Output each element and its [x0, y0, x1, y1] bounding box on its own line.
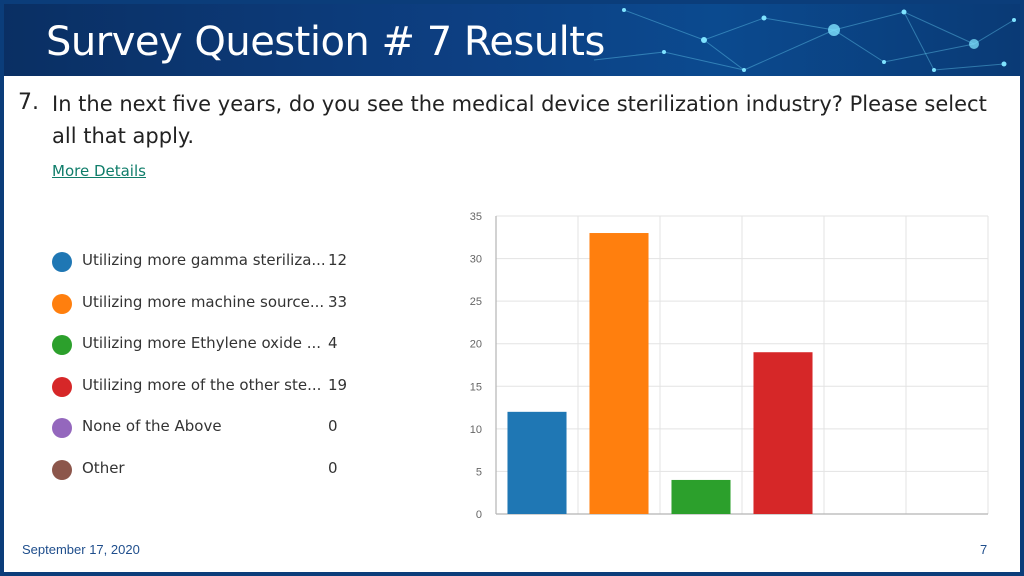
legend-swatch-icon — [52, 418, 72, 439]
legend-value: 0 — [328, 458, 338, 477]
slide-title: Survey Question # 7 Results — [46, 19, 605, 65]
legend-item: Utilizing more of the other ste... 19 — [50, 372, 360, 414]
footer-date: September 17, 2020 — [22, 542, 140, 557]
legend-swatch-icon — [52, 376, 72, 397]
bar — [671, 479, 731, 514]
y-tick-label: 25 — [470, 296, 482, 308]
y-tick-label: 10 — [470, 424, 482, 436]
legend-item: Utilizing more machine source... 33 — [50, 289, 360, 331]
legend-value: 0 — [328, 417, 338, 436]
legend-item: Utilizing more gamma steriliza... 12 — [50, 247, 360, 289]
legend-item: None of the Above 0 — [50, 413, 360, 455]
legend-label: Utilizing more machine source... — [82, 292, 325, 311]
legend-item: Other 0 — [50, 455, 360, 497]
legend-swatch-icon — [52, 252, 72, 272]
legend-item: Utilizing more Ethylene oxide ... 4 — [50, 330, 360, 372]
y-tick-label: 5 — [476, 466, 482, 478]
chart-legend: Utilizing more gamma steriliza... 12 Uti… — [50, 247, 360, 497]
bar — [753, 352, 813, 514]
legend-label: Other — [82, 458, 125, 477]
y-tick-label: 20 — [470, 339, 482, 351]
bar-chart: 0 5 10 15 20 25 30 35 — [470, 211, 989, 521]
bar — [507, 411, 567, 514]
legend-value: 19 — [328, 375, 348, 394]
network-decoration-icon — [593, 8, 1016, 72]
legend-label: None of the Above — [82, 417, 222, 436]
slide-header: Survey Question # 7 Results — [0, 0, 1024, 76]
bar — [589, 233, 649, 514]
y-tick-label: 0 — [476, 509, 482, 521]
legend-swatch-icon — [52, 293, 72, 314]
more-details-link[interactable]: More Details — [52, 162, 146, 180]
legend-label: Utilizing more gamma steriliza... — [82, 251, 326, 269]
legend-swatch-icon — [52, 459, 72, 480]
legend-value: 33 — [328, 292, 348, 311]
legend-value: 12 — [328, 251, 348, 269]
legend-label: Utilizing more of the other ste... — [82, 375, 322, 394]
y-tick-label: 30 — [470, 254, 482, 266]
y-tick-label: 35 — [470, 211, 482, 223]
question-text: In the next five years, do you see the m… — [52, 92, 987, 148]
page-number: 7 — [980, 542, 988, 557]
y-tick-label: 15 — [470, 381, 482, 393]
legend-label: Utilizing more Ethylene oxide ... — [82, 334, 322, 353]
legend-swatch-icon — [52, 335, 72, 356]
question-number: 7. — [18, 90, 39, 115]
legend-value: 4 — [328, 334, 338, 353]
